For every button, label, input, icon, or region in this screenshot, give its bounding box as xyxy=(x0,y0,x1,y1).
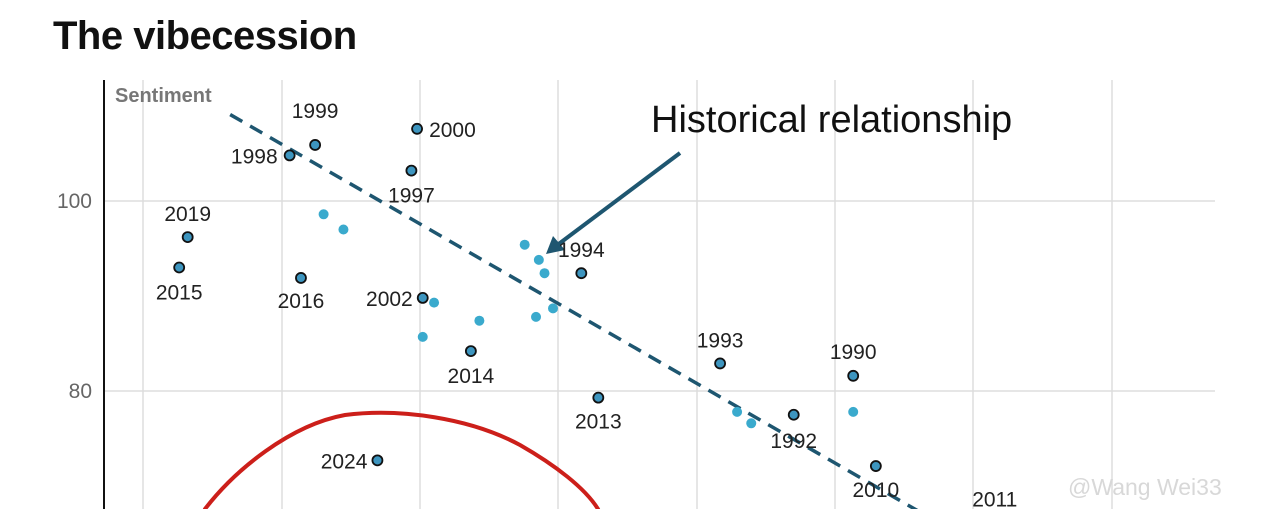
data-point-1993 xyxy=(714,357,726,370)
data-point-2024 xyxy=(371,454,384,467)
data-point xyxy=(548,303,559,314)
point-label-2014: 2014 xyxy=(448,365,495,388)
y-tick-labels: 80 100 xyxy=(57,190,92,403)
annotation-arrow-shaft xyxy=(554,151,682,248)
data-point-2019 xyxy=(181,231,194,244)
data-point-1994 xyxy=(575,267,588,280)
point-label-2000: 2000 xyxy=(429,119,476,142)
annotation-text: Historical relationship xyxy=(651,99,1012,141)
point-label-2015: 2015 xyxy=(156,282,203,305)
data-point xyxy=(474,315,485,326)
point-label-2024: 2024 xyxy=(321,450,368,473)
point-label-2019: 2019 xyxy=(164,203,211,226)
data-point xyxy=(539,268,550,279)
data-point-2014 xyxy=(464,345,477,358)
data-point-2002 xyxy=(416,291,429,304)
data-point xyxy=(519,239,530,250)
data-point xyxy=(746,418,757,429)
data-point-2016 xyxy=(295,272,307,284)
data-point-1998 xyxy=(283,149,296,162)
y-tick-label: 80 xyxy=(69,380,92,403)
data-point-2013 xyxy=(592,391,605,404)
data-point xyxy=(533,254,544,265)
trend-line xyxy=(229,113,919,509)
point-label-1998: 1998 xyxy=(231,145,278,168)
point-label-2016: 2016 xyxy=(278,290,325,313)
annotation-arrow-head xyxy=(546,236,565,254)
data-point xyxy=(848,406,859,417)
watermark: @Wang Wei33 xyxy=(1068,474,1222,500)
chart-title: The vibecession xyxy=(53,14,357,58)
data-point xyxy=(338,224,349,235)
point-label-1997: 1997 xyxy=(388,185,435,208)
unlabeled-points xyxy=(318,209,859,429)
grid-lines xyxy=(104,80,1215,509)
data-point xyxy=(531,311,542,322)
y-tick-label: 100 xyxy=(57,190,92,213)
point-label-1993: 1993 xyxy=(697,329,744,352)
data-point-2000 xyxy=(411,122,423,135)
point-labels: 1998 1999 2000 1997 2019 2015 2016 1994 2002 2014… xyxy=(156,100,1018,509)
highlight-circle xyxy=(203,410,600,509)
point-label-2013: 2013 xyxy=(575,411,622,434)
labeled-points xyxy=(173,122,882,472)
data-point xyxy=(429,297,440,308)
point-label-1999: 1999 xyxy=(292,100,339,123)
annotation: Historical relationship xyxy=(546,99,1012,254)
data-point-1997 xyxy=(405,164,418,177)
data-point xyxy=(318,209,329,220)
point-label-1990: 1990 xyxy=(830,341,877,364)
y-axis-label: Sentiment xyxy=(115,85,212,107)
data-point-1999 xyxy=(309,139,322,151)
point-label-2002: 2002 xyxy=(366,288,413,311)
data-point-2015 xyxy=(173,261,186,274)
data-point xyxy=(732,406,743,417)
point-label-1992: 1992 xyxy=(770,430,817,453)
data-point xyxy=(417,331,428,342)
data-point-2010 xyxy=(869,460,882,472)
data-point-1990 xyxy=(847,369,860,382)
data-point-1992 xyxy=(787,408,800,421)
point-label-2010: 2010 xyxy=(852,479,899,502)
point-label-1994: 1994 xyxy=(558,239,605,262)
point-label-2011: 2011 xyxy=(972,488,1017,509)
